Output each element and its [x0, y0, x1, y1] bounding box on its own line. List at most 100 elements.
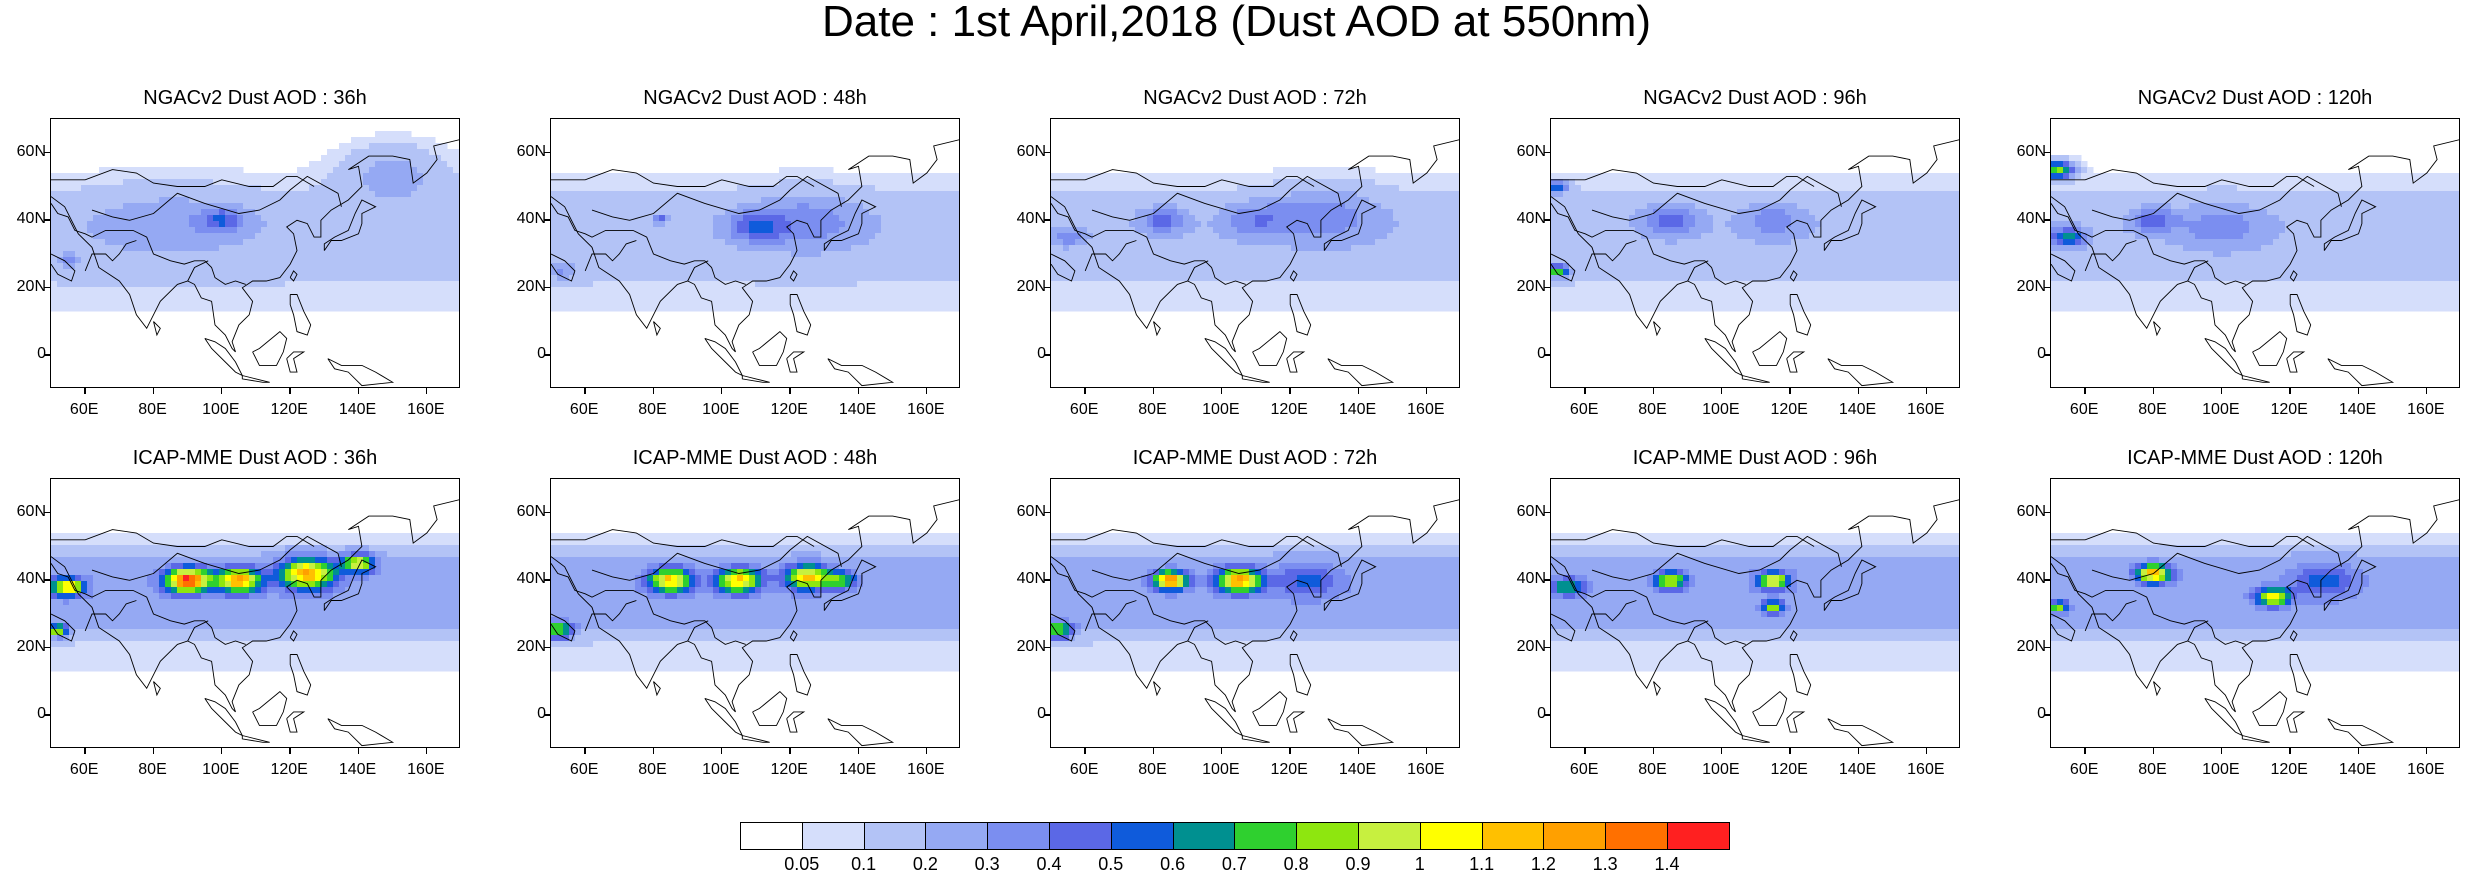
- colorbar-swatch: [1049, 822, 1112, 850]
- coastline: [1286, 711, 1306, 733]
- map-plot-area: [1550, 478, 1960, 748]
- lon-tick-label: 60E: [569, 761, 599, 778]
- map-panel: ICAP-MME Dust AOD : 96h 60N 40N 20N 0 60E 80E 1…: [1500, 448, 1980, 808]
- dust-aod-field: [51, 131, 459, 387]
- coastline: [1551, 169, 1815, 187]
- lat-tick-label: 0: [537, 345, 546, 363]
- coastline: [1687, 620, 1709, 642]
- lat-tick-label: 40N: [2016, 210, 2046, 228]
- dust-aod-field: [1051, 499, 1459, 747]
- lon-tick-mark: [2084, 748, 2086, 754]
- lon-tick-mark: [857, 388, 859, 394]
- lon-tick-mark: [152, 388, 154, 394]
- map-plot-area: [550, 478, 960, 748]
- lat-tick-mark: [2044, 579, 2050, 581]
- lon-tick-mark: [1425, 748, 1428, 754]
- lon-tick-mark: [1152, 748, 1154, 754]
- colorbar-swatch: [1110, 822, 1174, 850]
- lon-tick-label: 60E: [2069, 761, 2099, 778]
- coastline: [1827, 358, 1895, 387]
- lon-tick-label: 140E: [1838, 401, 1877, 418]
- lon-tick-label: 80E: [138, 761, 167, 778]
- lat-tick-label: 20N: [1516, 277, 1546, 295]
- panel-title: NGACv2 Dust AOD : 120h: [2137, 87, 2373, 109]
- lat-tick-mark: [1544, 714, 1550, 716]
- coastline: [1741, 375, 1770, 383]
- lon-tick-label: 120E: [770, 761, 808, 778]
- coastline: [2051, 499, 2459, 713]
- lat-tick-label: 20N: [1016, 637, 1046, 655]
- coastline: [2153, 321, 2161, 337]
- lon-tick-label: 120E: [270, 401, 308, 418]
- lon-tick-mark: [1220, 748, 1223, 754]
- lon-tick-label: 160E: [2407, 761, 2445, 778]
- lon-tick-label: 100E: [202, 761, 240, 778]
- colorbar-label: 1.2: [1530, 854, 1556, 874]
- coastline: [1241, 375, 1270, 383]
- map-plot-area: [2050, 478, 2460, 748]
- coastline: [1252, 330, 1288, 366]
- colorbar-label: 0.2: [912, 854, 938, 874]
- lon-tick-label: 140E: [1838, 761, 1877, 778]
- lon-tick-label: 60E: [1569, 761, 1599, 778]
- lon-tick-label: 60E: [1069, 401, 1099, 418]
- lat-tick-mark: [2044, 646, 2050, 649]
- lat-tick-label: 0: [1037, 705, 1046, 723]
- lon-tick-label: 80E: [1138, 761, 1167, 778]
- coastline: [1584, 600, 1637, 632]
- lon-tick-mark: [789, 748, 791, 754]
- lon-tick-mark: [857, 748, 859, 754]
- coastline: [2051, 169, 2315, 187]
- lon-tick-mark: [720, 388, 723, 394]
- coastline: [252, 330, 288, 366]
- coastline: [1789, 630, 1798, 642]
- coastline: [687, 260, 709, 282]
- lon-tick-mark: [2425, 748, 2428, 754]
- coastline: [551, 499, 959, 713]
- coastline: [286, 711, 306, 733]
- lat-tick-label: 0: [1537, 705, 1546, 723]
- lon-tick-mark: [720, 748, 723, 754]
- lat-tick-mark: [2044, 511, 2050, 514]
- coastline: [789, 270, 798, 282]
- map-plot-area: [50, 118, 460, 388]
- coastline: [2153, 681, 2161, 697]
- map-panel: NGACv2 Dust AOD : 120h 60N 40N 20N 0 60E 80E 10…: [2000, 88, 2473, 448]
- lon-tick-mark: [652, 748, 654, 754]
- lon-tick-label: 60E: [69, 761, 99, 778]
- map-panel: ICAP-MME Dust AOD : 120h 60N 40N 20N 0 60E 80E…: [2000, 448, 2473, 808]
- coastline: [1591, 175, 1842, 221]
- coastline: [51, 253, 76, 282]
- coastline: [1289, 294, 1312, 336]
- lon-tick-label: 100E: [1702, 761, 1740, 778]
- lat-tick-mark: [1544, 579, 1550, 581]
- lon-tick-mark: [425, 748, 428, 754]
- coastline: [1091, 175, 1342, 221]
- lat-tick-label: 60N: [516, 502, 546, 520]
- coastline: [286, 351, 306, 373]
- lon-tick-mark: [2084, 388, 2086, 394]
- coastline: [323, 199, 377, 251]
- lon-tick-mark: [1289, 388, 1291, 394]
- coastline: [1153, 681, 1161, 697]
- lat-tick-mark: [1044, 579, 1050, 581]
- coastline: [2289, 294, 2312, 336]
- coastline: [1704, 697, 1744, 737]
- colorbar-label: 0.4: [1036, 854, 1062, 874]
- coastline: [1551, 139, 1959, 353]
- panel-title: NGACv2 Dust AOD : 72h: [1143, 87, 1367, 109]
- coastline: [1551, 563, 1746, 645]
- lon-tick-mark: [289, 748, 291, 754]
- lon-tick-mark: [1425, 388, 1428, 394]
- coastline: [786, 351, 806, 373]
- lon-tick-mark: [2220, 748, 2223, 754]
- colorbar-label: 0.1: [851, 854, 877, 874]
- coastline: [1704, 337, 1744, 377]
- lat-tick-mark: [1544, 286, 1550, 289]
- lon-tick-label: 140E: [838, 401, 877, 418]
- lon-tick-label: 60E: [2069, 401, 2099, 418]
- coastline: [786, 711, 806, 733]
- lat-tick-label: 0: [37, 345, 46, 363]
- coastline: [2051, 139, 2459, 353]
- lon-tick-mark: [2289, 748, 2291, 754]
